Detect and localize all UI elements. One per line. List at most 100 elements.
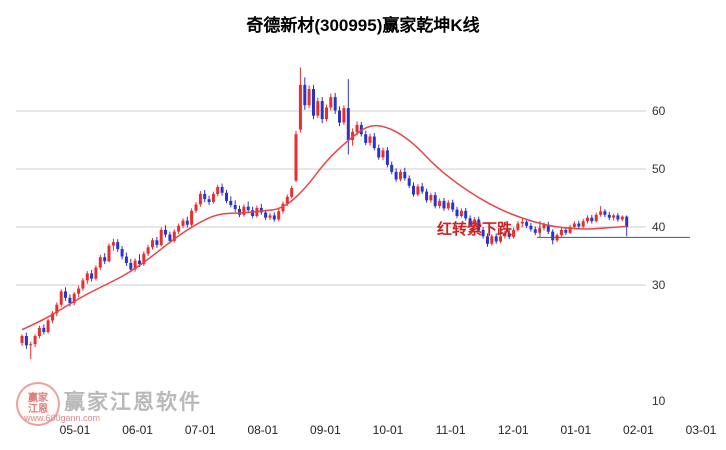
candle-body [425,191,429,201]
candle-body [116,242,120,250]
candle-body [203,193,207,200]
candle-body [620,216,624,220]
candle-body [533,229,537,233]
candle-body [399,171,402,180]
candle-body [85,273,89,281]
candle-body [499,236,502,242]
candle-body [312,89,315,116]
candle-body [133,260,137,270]
candle-body [164,229,167,235]
candle-body [259,207,263,213]
candle-body [94,267,98,279]
candle-body [420,186,424,192]
candle-body [198,193,202,205]
candle-body [520,221,524,224]
candle-body [233,205,237,210]
candle-body [342,108,346,123]
candle-body [455,209,459,216]
candle-body [207,199,211,203]
brand-seal-logo: 赢家 江恩 [16,382,60,426]
candle-body [586,217,589,222]
candle-body [81,280,85,289]
brand-url-watermark: www.600gann.com [24,413,101,423]
candle-body [468,218,472,225]
candle-body [529,225,533,230]
x-axis-label: 02-01 [623,423,654,437]
candle-body [181,220,185,226]
candle-body [459,210,463,216]
x-axis-label: 05-01 [60,423,91,437]
candle-body [277,211,281,220]
candle-body [355,124,359,132]
y-axis-label: 10 [652,394,666,408]
candle-body [429,195,433,201]
candle-body [124,256,128,263]
candle-body [433,195,437,207]
candle-body [285,196,289,204]
candle-body [320,101,324,120]
candle-body [272,215,276,220]
x-axis-label: 01-01 [560,423,591,437]
candle-body [568,227,572,233]
candle-body [403,171,407,179]
candle-body [512,229,516,237]
candle-body [55,304,59,314]
candle-body [142,253,146,265]
candle-body [612,215,616,218]
candle-body [211,193,215,202]
candle-body [72,293,76,303]
candle-body [577,223,581,227]
candle-body [107,245,111,262]
x-axis-label: 11-01 [436,423,466,437]
y-axis-label: 50 [652,162,666,176]
candle-body [264,212,268,218]
seal-text-top: 赢家 [28,393,48,404]
candle-body [242,206,246,215]
candle-body [599,211,603,215]
candle-body [220,187,224,193]
candle-body [546,224,550,232]
candle-body [238,209,241,215]
candle-body [377,148,381,158]
candle-body [51,313,54,321]
candle-body [24,336,28,346]
brand-watermark: 赢家江恩软件 [64,391,202,414]
x-axis-label: 12-01 [498,423,529,437]
candle-body [385,150,389,165]
x-axis-label: 09-01 [310,423,341,437]
candle-body [129,263,133,270]
candle-body [216,187,220,194]
seal-text-bottom: 江恩 [28,404,48,415]
candle-body [490,236,494,244]
candle-body [416,186,420,195]
candle-body [103,257,107,262]
chart-title: 奇德新材(300995)赢家乾坤K线 [246,16,480,35]
candle-body [37,327,41,336]
candle-body [194,204,198,211]
candle-body [446,202,450,209]
candle-body [290,188,294,197]
candle-body [438,200,442,207]
candle-body [607,214,611,218]
candle-body [625,216,629,227]
y-axis-label: 60 [652,104,666,118]
candle-body [46,320,50,332]
candle-body [90,273,94,279]
candle-body [225,192,228,201]
candle-body [346,108,350,140]
candle-body [372,136,376,149]
candle-body [172,231,176,241]
candle-body [294,134,298,181]
candle-body [572,223,576,227]
candle-body [268,215,272,218]
candle-body [390,164,394,172]
candle-body [251,210,255,216]
candle-body [333,97,337,111]
candle-body [542,224,546,229]
y-axis-label: 30 [652,278,666,292]
candle-body [503,232,507,237]
candle-body [64,291,67,298]
x-axis-label: 06-01 [122,423,153,437]
